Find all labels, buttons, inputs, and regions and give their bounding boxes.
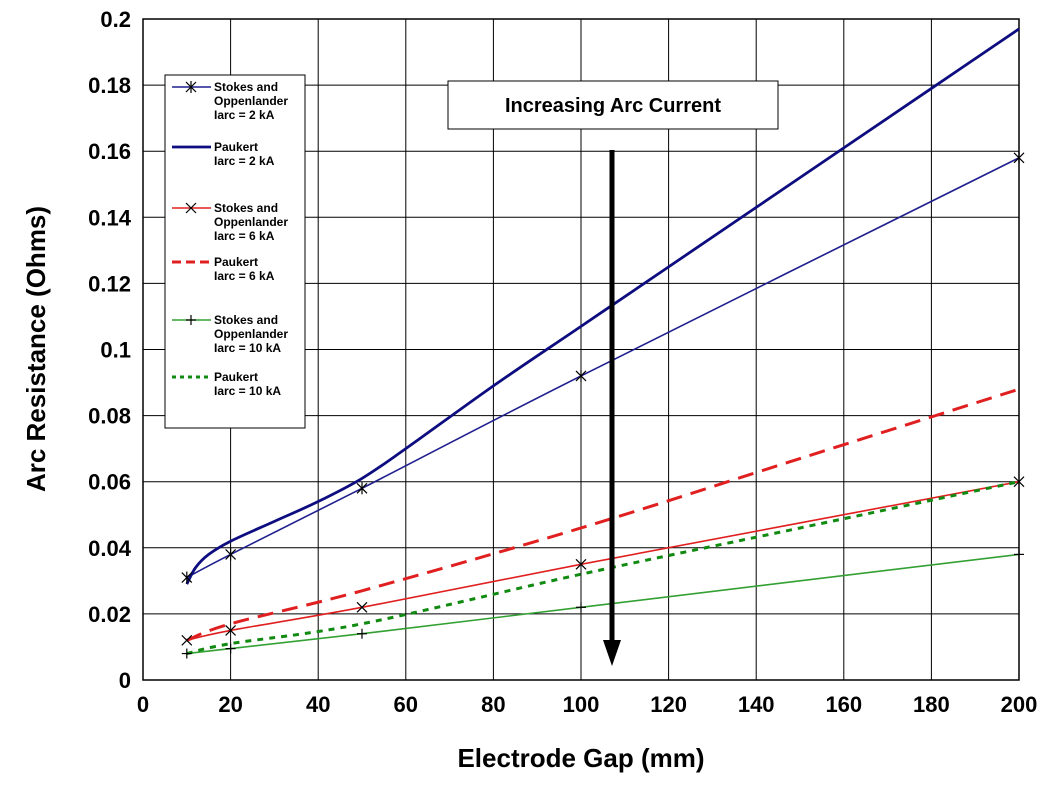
legend-label: Iarc = 10 kA — [214, 341, 281, 355]
data-point-marker — [357, 628, 367, 639]
y-tick-label: 0.12 — [88, 271, 131, 296]
legend-marker — [185, 202, 197, 214]
y-tick-label: 0.2 — [100, 7, 131, 32]
x-tick-label: 100 — [563, 692, 600, 717]
y-tick-label: 0.1 — [100, 338, 131, 363]
series-line-2 — [185, 27, 1020, 585]
data-point-marker — [1014, 549, 1024, 560]
data-point-marker — [225, 643, 236, 654]
x-tick-label: 80 — [481, 692, 505, 717]
legend-label: Paukert — [214, 370, 258, 384]
y-tick-label: 0.14 — [88, 205, 132, 230]
legend-label: Oppenlander — [214, 327, 288, 341]
legend-label: Iarc = 6 kA — [214, 229, 275, 243]
annotation: Increasing Arc Current — [447, 80, 779, 666]
x-tick-label: 160 — [825, 692, 862, 717]
legend-label: Iarc = 6 kA — [214, 269, 275, 283]
annotation-box — [447, 80, 779, 130]
y-tick-label: 0.18 — [88, 73, 131, 98]
data-point-marker — [1013, 151, 1025, 164]
plot-area-border — [142, 18, 1020, 681]
data-point-marker — [181, 634, 193, 646]
y-tick-label: 0.16 — [88, 139, 131, 164]
data-point-marker — [356, 601, 368, 613]
data-point-marker — [575, 558, 587, 570]
x-tick-label: 140 — [738, 692, 775, 717]
x-tick-label: 60 — [394, 692, 418, 717]
x-axis-title: Electrode Gap (mm) — [457, 743, 704, 773]
y-tick-label: 0.08 — [88, 404, 131, 429]
legend-label: Stokes and — [214, 313, 278, 327]
marker-layer — [181, 151, 1025, 659]
legend-label: Paukert — [214, 140, 258, 154]
series-line-6 — [186, 480, 1020, 656]
tick-labels: 0 20 40 60 80 100 120 140 160 180 200 0 0.02 0.04 0.06… — [88, 7, 1037, 717]
legend-label: Stokes and — [214, 201, 278, 215]
x-tick-label: 40 — [306, 692, 330, 717]
series-layer — [185, 27, 1020, 656]
y-tick-label: 0.02 — [88, 602, 131, 627]
x-tick-label: 120 — [650, 692, 687, 717]
legend-label: Iarc = 10 kA — [214, 384, 281, 398]
x-tick-label: 200 — [1001, 692, 1038, 717]
data-point-marker — [181, 648, 192, 659]
legend-label: Oppenlander — [214, 215, 288, 229]
x-tick-label: 0 — [137, 692, 149, 717]
annotation-text: Increasing Arc Current — [505, 95, 721, 117]
annotation-arrow-head — [603, 640, 621, 666]
legend-label: Paukert — [214, 255, 258, 269]
y-axis-title: Arc Resistance (Ohms) — [21, 206, 51, 492]
legend-label: Iarc = 2 kA — [214, 108, 275, 122]
data-point-marker — [576, 602, 586, 613]
data-point-marker — [225, 548, 237, 561]
x-tick-label: 180 — [913, 692, 950, 717]
data-point-marker — [575, 369, 587, 382]
legend-marker — [185, 81, 197, 93]
legend-label: Oppenlander — [214, 94, 288, 108]
x-tick-label: 20 — [218, 692, 242, 717]
legend-marker — [186, 315, 196, 325]
legend-label: Iarc = 2 kA — [214, 154, 275, 168]
data-point-marker — [1013, 476, 1025, 488]
series-line-1 — [186, 157, 1020, 579]
data-point-marker — [181, 571, 193, 584]
y-tick-label: 0.06 — [88, 470, 131, 495]
data-point-marker — [225, 625, 237, 636]
legend-label: Stokes and — [214, 80, 278, 94]
data-point-marker — [356, 482, 368, 495]
y-tick-label: 0.04 — [88, 536, 132, 561]
series-line-4 — [186, 387, 1020, 642]
legend-box — [164, 74, 306, 429]
y-tick-label: 0 — [119, 668, 131, 693]
